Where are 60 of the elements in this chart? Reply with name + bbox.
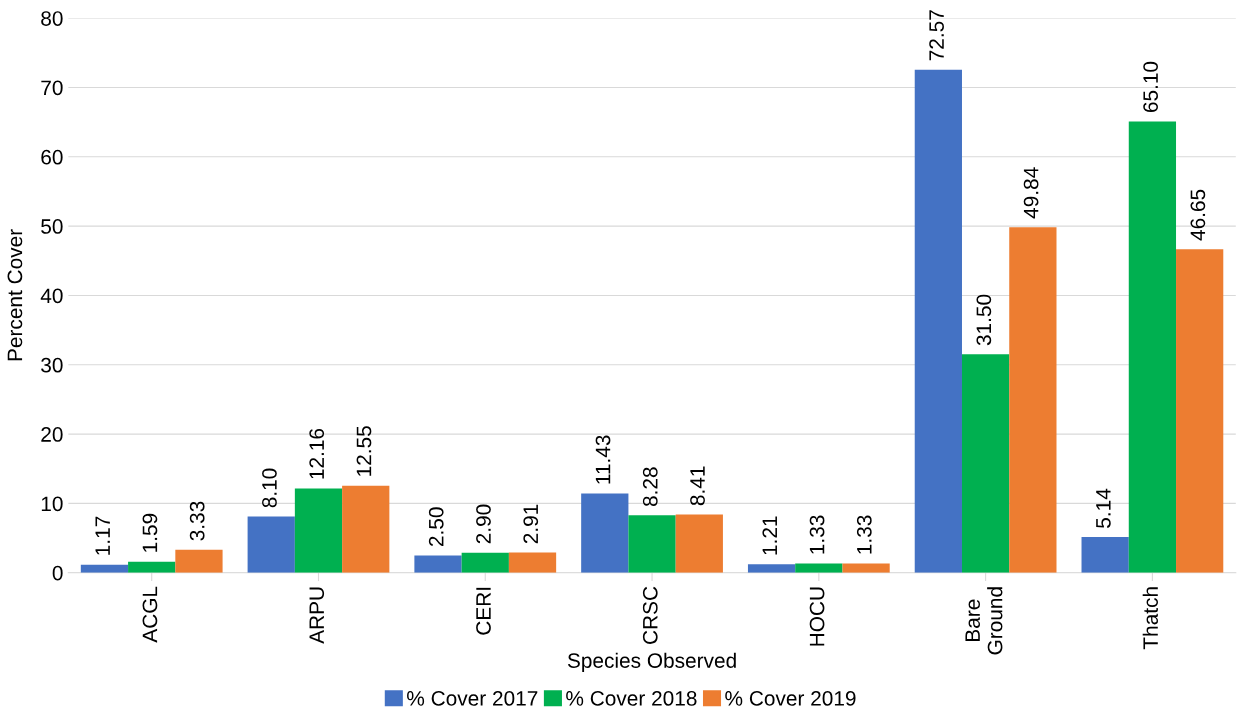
y-tick-label: 60 — [41, 149, 63, 165]
bar — [675, 514, 723, 573]
x-tick-label: HOCU — [809, 587, 825, 646]
bar — [914, 69, 962, 573]
bar — [1081, 537, 1129, 573]
data-label: 2.50 — [428, 507, 444, 547]
y-tick-label: 10 — [41, 496, 63, 512]
bar — [628, 515, 676, 573]
y-tick-label: 70 — [41, 80, 63, 96]
data-label: 8.10 — [262, 468, 277, 508]
bar — [247, 516, 295, 573]
legend-label: % Cover 2018 — [566, 691, 697, 706]
data-label: 8.41 — [690, 466, 705, 506]
bar — [747, 564, 796, 573]
bar — [294, 488, 343, 573]
bar — [175, 549, 223, 573]
x-tick-label: Bare Ground — [965, 587, 1003, 655]
data-label: 31.50 — [976, 294, 992, 346]
data-label: 1.21 — [762, 516, 777, 555]
data-label: 12.16 — [309, 428, 325, 479]
bar — [581, 493, 629, 573]
bar — [342, 485, 390, 573]
legend-label: % Cover 2017 — [407, 691, 538, 706]
x-tick-label: Thatch — [1142, 587, 1158, 650]
bar — [1128, 121, 1177, 573]
x-tick-label: ARPU — [309, 587, 325, 644]
data-label: 1.59 — [142, 513, 158, 552]
y-axis-title: Percent Cover — [7, 229, 23, 361]
y-tick-label: 0 — [52, 565, 63, 581]
data-label: 5.14 — [1096, 488, 1111, 528]
data-label: 1.33 — [809, 515, 825, 554]
data-label: 2.90 — [476, 504, 491, 544]
y-tick-label: 30 — [41, 357, 63, 373]
data-label: 2.91 — [523, 504, 539, 544]
bar — [1009, 227, 1057, 573]
bar — [128, 561, 176, 573]
bar — [414, 555, 462, 573]
data-label: 72.57 — [929, 10, 944, 61]
bar — [1176, 249, 1224, 573]
data-label: 3.33 — [189, 501, 205, 541]
y-tick-label: 20 — [41, 427, 63, 442]
data-label: 49.84 — [1023, 167, 1039, 219]
data-label: 8.28 — [642, 467, 658, 507]
bar — [461, 552, 509, 573]
data-label: 12.55 — [356, 426, 372, 476]
data-label: 11.43 — [595, 435, 611, 484]
x-axis-title: Species Observed — [567, 652, 736, 673]
bar — [508, 552, 557, 573]
data-label: 1.33 — [856, 515, 872, 554]
data-label: 1.17 — [95, 516, 110, 555]
x-tick-label: CERI — [476, 587, 491, 635]
y-tick-label: 50 — [41, 219, 63, 234]
bar — [961, 354, 1010, 573]
data-label: 65.10 — [1143, 61, 1158, 113]
x-tick-label: CRSC — [642, 586, 658, 644]
data-label: 46.65 — [1190, 189, 1206, 241]
legend-label: % Cover 2019 — [725, 691, 856, 706]
y-tick-label: 80 — [41, 11, 63, 26]
x-tick-label: ACGL — [142, 586, 158, 643]
y-tick-label: 40 — [40, 288, 63, 304]
